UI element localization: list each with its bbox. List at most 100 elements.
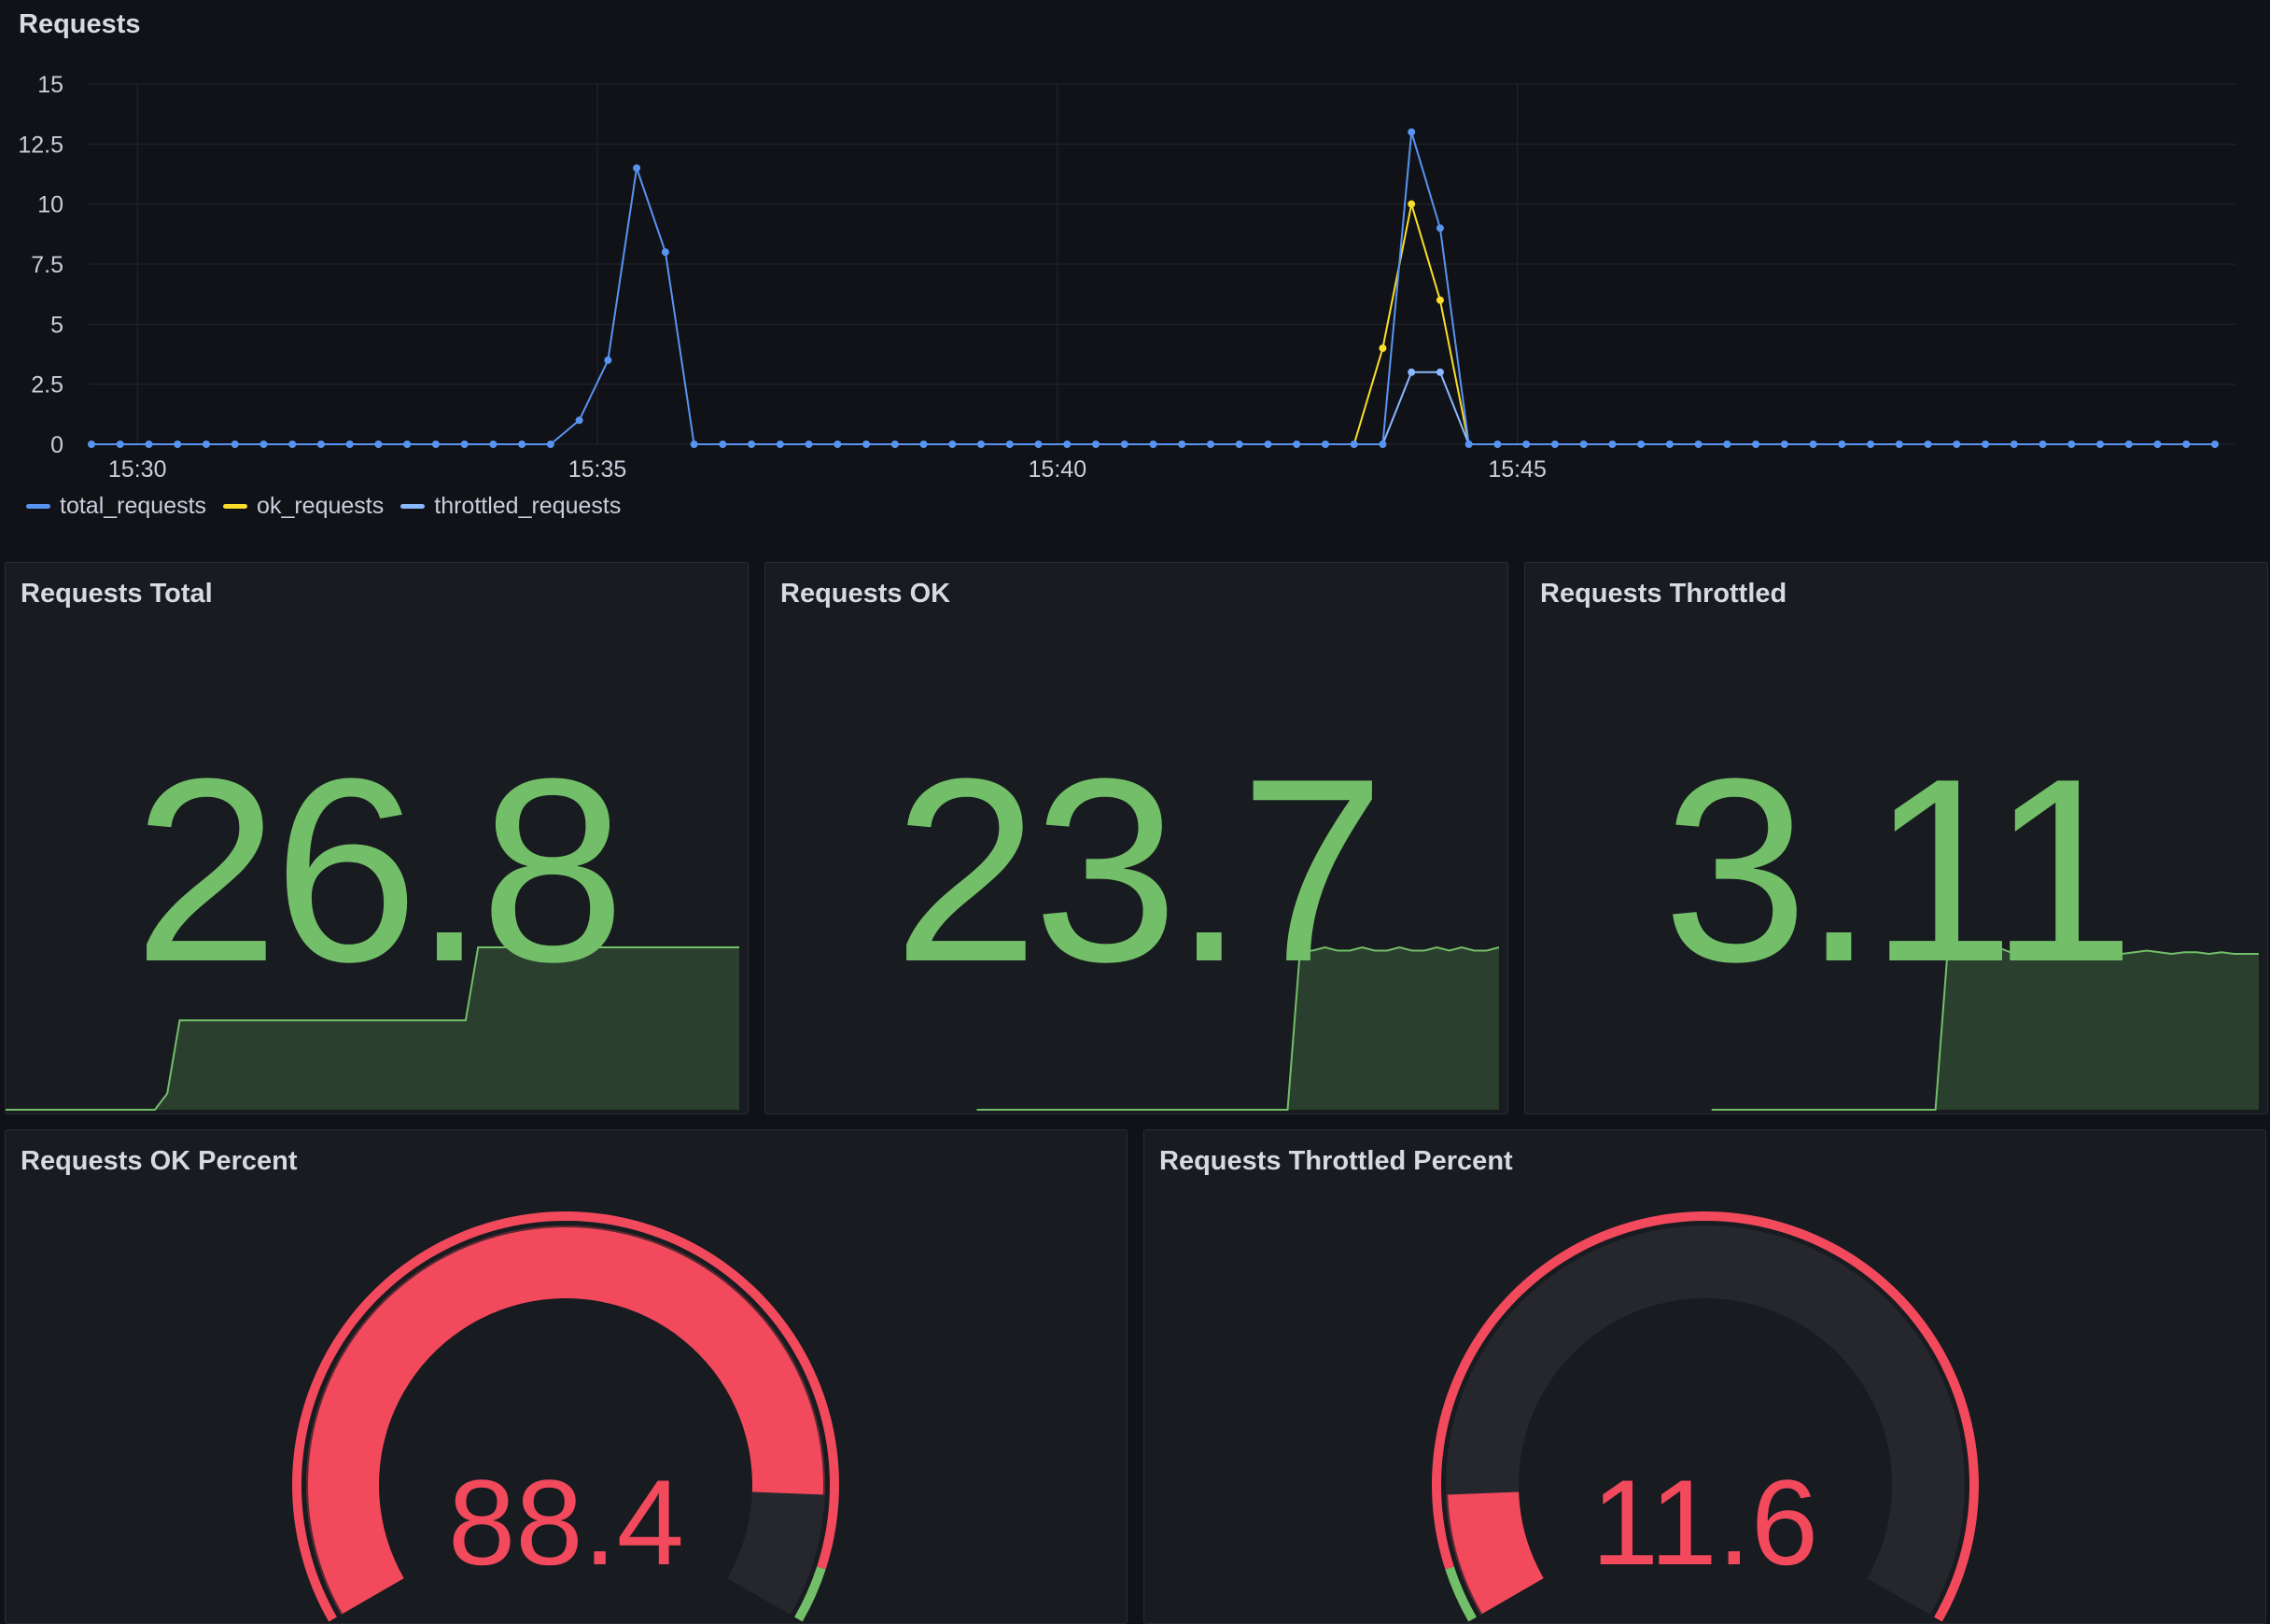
data-point[interactable] xyxy=(460,441,469,448)
data-point[interactable] xyxy=(145,441,153,448)
data-point[interactable] xyxy=(834,441,842,448)
data-point[interactable] xyxy=(1149,441,1157,448)
data-point[interactable] xyxy=(1723,441,1731,448)
data-point[interactable] xyxy=(1924,441,1932,448)
data-point[interactable] xyxy=(2067,441,2076,448)
legend-item-ok-requests[interactable]: ok_requests xyxy=(223,493,384,520)
data-point[interactable] xyxy=(374,441,383,448)
data-point[interactable] xyxy=(1579,441,1588,448)
data-point[interactable] xyxy=(1550,441,1559,448)
data-point[interactable] xyxy=(174,441,182,448)
data-point[interactable] xyxy=(1522,441,1531,448)
data-point[interactable] xyxy=(1608,441,1617,448)
data-point[interactable] xyxy=(1005,441,1014,448)
data-point[interactable] xyxy=(1034,441,1043,448)
data-point[interactable] xyxy=(518,441,526,448)
data-point[interactable] xyxy=(805,441,813,448)
series-line xyxy=(1381,371,1470,445)
data-point[interactable] xyxy=(1235,441,1243,448)
data-point[interactable] xyxy=(1264,441,1272,448)
data-point[interactable] xyxy=(1752,441,1760,448)
data-point[interactable] xyxy=(1321,441,1329,448)
legend-item-throttled-requests[interactable]: throttled_requests xyxy=(400,493,621,520)
legend-label: total_requests xyxy=(60,493,207,519)
data-point[interactable] xyxy=(1464,441,1473,448)
data-point[interactable] xyxy=(1408,368,1416,376)
data-point[interactable] xyxy=(890,441,899,448)
data-point[interactable] xyxy=(1436,296,1444,304)
x-tick-label: 15:35 xyxy=(568,456,627,483)
gauge-panel-throttled-percent[interactable]: Requests Throttled Percent 11.6 xyxy=(1143,1129,2266,1624)
data-point[interactable] xyxy=(431,441,440,448)
data-point[interactable] xyxy=(1982,441,1990,448)
data-point[interactable] xyxy=(2153,441,2162,448)
data-point[interactable] xyxy=(316,441,325,448)
sparkline-line xyxy=(976,945,1500,1111)
data-point[interactable] xyxy=(575,416,583,425)
data-point[interactable] xyxy=(116,441,124,448)
legend-item-total-requests[interactable]: total_requests xyxy=(26,493,206,520)
data-point[interactable] xyxy=(2010,441,2018,448)
data-point[interactable] xyxy=(1206,441,1214,448)
data-point[interactable] xyxy=(1293,441,1301,448)
data-point[interactable] xyxy=(88,441,95,448)
data-point[interactable] xyxy=(1953,441,1961,448)
data-point[interactable] xyxy=(259,441,268,448)
data-point[interactable] xyxy=(1408,128,1416,136)
data-point[interactable] xyxy=(1493,441,1502,448)
data-point[interactable] xyxy=(1063,441,1072,448)
data-point[interactable] xyxy=(1408,200,1416,208)
data-point[interactable] xyxy=(919,441,928,448)
data-point[interactable] xyxy=(1867,441,1875,448)
data-point[interactable] xyxy=(604,356,612,364)
data-point[interactable] xyxy=(977,441,986,448)
data-point[interactable] xyxy=(1809,441,1817,448)
sparkline-area xyxy=(1711,947,2259,1110)
requests-timeseries-chart[interactable]: 0 2.5 5 7.5 10 12.5 15 15:30 15:35 15:40 15:45 xyxy=(0,56,2270,495)
data-point[interactable] xyxy=(748,441,756,448)
y-tick-label: 15 xyxy=(37,72,63,98)
data-point[interactable] xyxy=(403,441,412,448)
stat-value: 26.8 xyxy=(133,725,625,1016)
data-point[interactable] xyxy=(231,441,239,448)
data-point[interactable] xyxy=(546,441,554,448)
data-point[interactable] xyxy=(862,441,871,448)
data-point[interactable] xyxy=(288,441,297,448)
data-point[interactable] xyxy=(202,441,210,448)
sparkline-line xyxy=(6,946,739,1111)
data-point[interactable] xyxy=(2039,441,2047,448)
data-point[interactable] xyxy=(1637,441,1646,448)
x-tick-label: 15:30 xyxy=(108,456,167,483)
data-point[interactable] xyxy=(1665,441,1674,448)
data-point[interactable] xyxy=(661,248,669,257)
data-point[interactable] xyxy=(1350,441,1358,448)
gauge-value: 88.4 xyxy=(447,1454,685,1590)
data-point[interactable] xyxy=(1838,441,1846,448)
data-point[interactable] xyxy=(633,164,641,173)
sparkline-area xyxy=(6,947,739,1110)
data-point[interactable] xyxy=(345,441,354,448)
gauge-panel-ok-percent[interactable]: Requests OK Percent 88.4 xyxy=(5,1129,1128,1624)
data-point[interactable] xyxy=(2124,441,2133,448)
data-point[interactable] xyxy=(1379,344,1387,353)
data-point[interactable] xyxy=(1895,441,1903,448)
data-point[interactable] xyxy=(690,441,698,448)
data-point[interactable] xyxy=(2182,441,2191,448)
data-point[interactable] xyxy=(1694,441,1702,448)
data-point[interactable] xyxy=(2211,441,2219,448)
data-point[interactable] xyxy=(489,441,497,448)
data-point[interactable] xyxy=(1120,441,1128,448)
data-point[interactable] xyxy=(2096,441,2105,448)
data-point[interactable] xyxy=(719,441,727,448)
data-point[interactable] xyxy=(1436,224,1444,232)
data-point[interactable] xyxy=(1379,441,1387,448)
data-point[interactable] xyxy=(1780,441,1788,448)
data-point[interactable] xyxy=(1436,368,1444,376)
data-point[interactable] xyxy=(1092,441,1100,448)
stat-panel-requests-ok[interactable]: Requests OK 23.7 xyxy=(764,562,1508,1114)
data-point[interactable] xyxy=(776,441,784,448)
data-point[interactable] xyxy=(1178,441,1186,448)
stat-panel-requests-total[interactable]: Requests Total 26.8 xyxy=(5,562,749,1114)
stat-panel-requests-throttled[interactable]: Requests Throttled 3.11 xyxy=(1524,562,2268,1114)
data-point[interactable] xyxy=(948,441,957,448)
